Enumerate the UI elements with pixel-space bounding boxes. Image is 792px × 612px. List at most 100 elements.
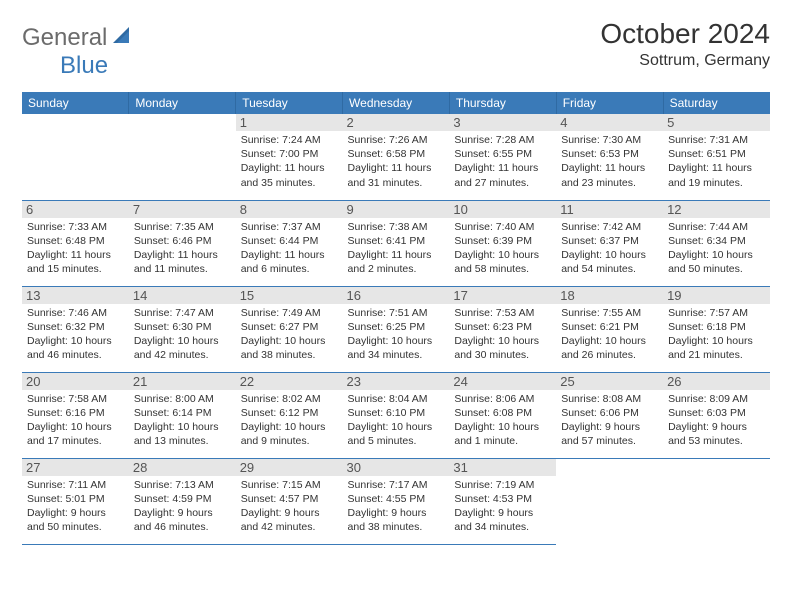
day-details: Sunrise: 7:33 AMSunset: 6:48 PMDaylight:… — [27, 220, 124, 277]
weekday-header: Saturday — [663, 92, 770, 114]
day-details: Sunrise: 7:15 AMSunset: 4:57 PMDaylight:… — [241, 478, 338, 535]
month-title: October 2024 — [600, 18, 770, 50]
calendar-cell — [663, 458, 770, 544]
calendar-row: 27Sunrise: 7:11 AMSunset: 5:01 PMDayligh… — [22, 458, 770, 544]
day-details: Sunrise: 7:24 AMSunset: 7:00 PMDaylight:… — [241, 133, 338, 190]
day-number: 30 — [343, 459, 450, 476]
calendar-head: SundayMondayTuesdayWednesdayThursdayFrid… — [22, 92, 770, 114]
location: Sottrum, Germany — [600, 52, 770, 70]
day-details: Sunrise: 7:40 AMSunset: 6:39 PMDaylight:… — [454, 220, 551, 277]
calendar-cell: 30 Sunrise: 7:17 AMSunset: 4:55 PMDayligh… — [343, 458, 450, 544]
day-details: Sunrise: 7:31 AMSunset: 6:51 PMDaylight:… — [668, 133, 765, 190]
calendar-row: 6 Sunrise: 7:33 AMSunset: 6:48 PMDaylight… — [22, 200, 770, 286]
day-number: 12 — [663, 201, 770, 218]
calendar-cell: 1Sunrise: 7:24 AMSunset: 7:00 PMDaylight… — [236, 114, 343, 200]
day-number: 29 — [236, 459, 343, 476]
day-number: 10 — [449, 201, 556, 218]
day-number: 14 — [129, 287, 236, 304]
day-details: Sunrise: 7:55 AMSunset: 6:21 PMDaylight:… — [561, 306, 658, 363]
calendar-cell: 6 Sunrise: 7:33 AMSunset: 6:48 PMDaylight… — [22, 200, 129, 286]
day-details: Sunrise: 8:06 AMSunset: 6:08 PMDaylight:… — [454, 392, 551, 449]
calendar-cell: 22 Sunrise: 8:02 AMSunset: 6:12 PMDayligh… — [236, 372, 343, 458]
calendar-cell: 17Sunrise: 7:53 AMSunset: 6:23 PMDayligh… — [449, 286, 556, 372]
day-details: Sunrise: 7:44 AMSunset: 6:34 PMDaylight:… — [668, 220, 765, 277]
calendar-cell: 10 Sunrise: 7:40 AMSunset: 6:39 PMDayligh… — [449, 200, 556, 286]
calendar-table: SundayMondayTuesdayWednesdayThursdayFrid… — [22, 92, 770, 545]
calendar-cell: 9Sunrise: 7:38 AMSunset: 6:41 PMDaylight… — [343, 200, 450, 286]
calendar-cell: 25 Sunrise: 8:08 AMSunset: 6:06 PMDayligh… — [556, 372, 663, 458]
calendar-cell: 14 Sunrise: 7:47 AMSunset: 6:30 PMDayligh… — [129, 286, 236, 372]
day-details: Sunrise: 7:49 AMSunset: 6:27 PMDaylight:… — [241, 306, 338, 363]
calendar-cell: 2 Sunrise: 7:26 AMSunset: 6:58 PMDaylight… — [343, 114, 450, 200]
calendar-cell: 21Sunrise: 8:00 AMSunset: 6:14 PMDayligh… — [129, 372, 236, 458]
calendar-cell: 29 Sunrise: 7:15 AMSunset: 4:57 PMDayligh… — [236, 458, 343, 544]
day-details: Sunrise: 7:37 AMSunset: 6:44 PMDaylight:… — [241, 220, 338, 277]
calendar-cell — [22, 114, 129, 200]
day-number: 19 — [663, 287, 770, 304]
calendar-cell — [129, 114, 236, 200]
day-details: Sunrise: 8:04 AMSunset: 6:10 PMDaylight:… — [348, 392, 445, 449]
day-number: 25 — [556, 373, 663, 390]
day-number: 22 — [236, 373, 343, 390]
day-details: Sunrise: 7:51 AMSunset: 6:25 PMDaylight:… — [348, 306, 445, 363]
day-details: Sunrise: 7:30 AMSunset: 6:53 PMDaylight:… — [561, 133, 658, 190]
calendar-cell: 3 Sunrise: 7:28 AMSunset: 6:55 PMDaylight… — [449, 114, 556, 200]
weekday-header: Tuesday — [236, 92, 343, 114]
calendar-body: 1Sunrise: 7:24 AMSunset: 7:00 PMDaylight… — [22, 114, 770, 544]
day-number: 3 — [449, 114, 556, 131]
day-number: 24 — [449, 373, 556, 390]
day-number: 17 — [449, 287, 556, 304]
day-number: 21 — [129, 373, 236, 390]
calendar-row: 20Sunrise: 7:58 AMSunset: 6:16 PMDayligh… — [22, 372, 770, 458]
calendar-cell: 27Sunrise: 7:11 AMSunset: 5:01 PMDayligh… — [22, 458, 129, 544]
day-details: Sunrise: 7:46 AMSunset: 6:32 PMDaylight:… — [27, 306, 124, 363]
title-block: October 2024 Sottrum, Germany — [600, 18, 770, 70]
day-number: 15 — [236, 287, 343, 304]
calendar-row: 13 Sunrise: 7:46 AMSunset: 6:32 PMDayligh… — [22, 286, 770, 372]
weekday-header: Wednesday — [343, 92, 450, 114]
day-number: 13 — [22, 287, 129, 304]
day-number: 26 — [663, 373, 770, 390]
calendar-cell: 13 Sunrise: 7:46 AMSunset: 6:32 PMDayligh… — [22, 286, 129, 372]
day-number: 23 — [343, 373, 450, 390]
day-number: 28 — [129, 459, 236, 476]
day-number: 7 — [129, 201, 236, 218]
day-number: 2 — [343, 114, 450, 131]
calendar-cell: 31Sunrise: 7:19 AMSunset: 4:53 PMDayligh… — [449, 458, 556, 544]
day-details: Sunrise: 7:28 AMSunset: 6:55 PMDaylight:… — [454, 133, 551, 190]
weekday-header: Friday — [556, 92, 663, 114]
day-details: Sunrise: 7:26 AMSunset: 6:58 PMDaylight:… — [348, 133, 445, 190]
calendar-cell: 26 Sunrise: 8:09 AMSunset: 6:03 PMDayligh… — [663, 372, 770, 458]
calendar-cell: 19 Sunrise: 7:57 AMSunset: 6:18 PMDayligh… — [663, 286, 770, 372]
calendar-row: 1Sunrise: 7:24 AMSunset: 7:00 PMDaylight… — [22, 114, 770, 200]
logo: General — [22, 18, 135, 52]
day-details: Sunrise: 8:02 AMSunset: 6:12 PMDaylight:… — [241, 392, 338, 449]
day-details: Sunrise: 7:38 AMSunset: 6:41 PMDaylight:… — [348, 220, 445, 277]
calendar-cell: 23 Sunrise: 8:04 AMSunset: 6:10 PMDayligh… — [343, 372, 450, 458]
calendar-cell: 16 Sunrise: 7:51 AMSunset: 6:25 PMDayligh… — [343, 286, 450, 372]
day-details: Sunrise: 7:57 AMSunset: 6:18 PMDaylight:… — [668, 306, 765, 363]
day-details: Sunrise: 8:09 AMSunset: 6:03 PMDaylight:… — [668, 392, 765, 449]
day-details: Sunrise: 7:47 AMSunset: 6:30 PMDaylight:… — [134, 306, 231, 363]
day-details: Sunrise: 8:08 AMSunset: 6:06 PMDaylight:… — [561, 392, 658, 449]
day-details: Sunrise: 7:17 AMSunset: 4:55 PMDaylight:… — [348, 478, 445, 535]
day-number: 31 — [449, 459, 556, 476]
day-number: 16 — [343, 287, 450, 304]
day-number: 11 — [556, 201, 663, 218]
calendar-cell: 5Sunrise: 7:31 AMSunset: 6:51 PMDaylight… — [663, 114, 770, 200]
day-number: 4 — [556, 114, 663, 131]
calendar-cell: 7 Sunrise: 7:35 AMSunset: 6:46 PMDaylight… — [129, 200, 236, 286]
day-number: 6 — [22, 201, 129, 218]
weekday-header: Monday — [129, 92, 236, 114]
calendar-cell: 8Sunrise: 7:37 AMSunset: 6:44 PMDaylight… — [236, 200, 343, 286]
day-number: 18 — [556, 287, 663, 304]
day-details: Sunrise: 7:42 AMSunset: 6:37 PMDaylight:… — [561, 220, 658, 277]
calendar-cell: 18 Sunrise: 7:55 AMSunset: 6:21 PMDayligh… — [556, 286, 663, 372]
calendar-cell: 15 Sunrise: 7:49 AMSunset: 6:27 PMDayligh… — [236, 286, 343, 372]
calendar-cell: 28 Sunrise: 7:13 AMSunset: 4:59 PMDayligh… — [129, 458, 236, 544]
calendar-cell: 4 Sunrise: 7:30 AMSunset: 6:53 PMDaylight… — [556, 114, 663, 200]
day-details: Sunrise: 7:13 AMSunset: 4:59 PMDaylight:… — [134, 478, 231, 535]
logo-sail-icon — [111, 25, 133, 52]
day-details: Sunrise: 7:35 AMSunset: 6:46 PMDaylight:… — [134, 220, 231, 277]
calendar-cell: 11 Sunrise: 7:42 AMSunset: 6:37 PMDayligh… — [556, 200, 663, 286]
